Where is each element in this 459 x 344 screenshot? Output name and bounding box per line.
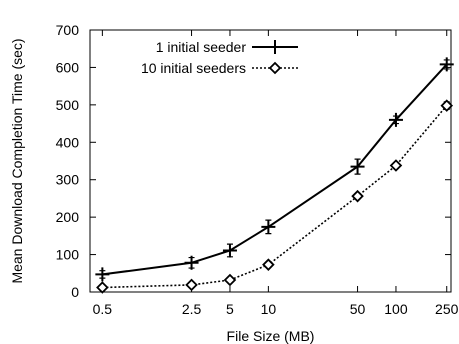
x-tick-label: 100 — [384, 301, 408, 317]
data-point — [185, 278, 198, 292]
legend-label: 10 initial seeders — [141, 60, 246, 76]
data-point — [351, 189, 364, 203]
x-tick-label: 0.5 — [93, 301, 113, 317]
data-point — [350, 159, 365, 174]
y-tick-label: 200 — [56, 209, 80, 225]
data-point — [439, 57, 454, 72]
tick-labels: 0 100 200 300 400 500 600 700 0.5 2.5 5 10 50 100 250 — [56, 22, 459, 317]
series-line — [102, 105, 448, 289]
y-tick-label: 0 — [71, 284, 79, 300]
y-tick-label: 500 — [56, 97, 80, 113]
x-tick-label: 5 — [226, 301, 234, 317]
y-tick-label: 400 — [56, 134, 80, 150]
data-point — [440, 99, 454, 112]
data-point — [262, 258, 275, 271]
data-point — [222, 243, 237, 258]
y-tick-label: 700 — [56, 22, 80, 38]
series-1 — [95, 57, 454, 282]
legend: 1 initial seeder 10 initial seeders — [141, 39, 298, 76]
data-point — [95, 267, 110, 282]
data-point — [184, 255, 199, 270]
x-tick-label: 2.5 — [182, 301, 202, 317]
y-tick-label: 300 — [56, 172, 80, 188]
y-tick-label: 100 — [56, 247, 80, 263]
data-point — [96, 281, 109, 294]
data-point — [389, 159, 403, 172]
legend-marker — [268, 61, 282, 75]
plot-frame — [89, 29, 452, 293]
series-layer — [95, 57, 454, 294]
series-2 — [96, 99, 454, 294]
x-tick-label: 50 — [350, 301, 366, 317]
x-tick-label: 250 — [435, 301, 459, 317]
legend-marker — [268, 40, 282, 54]
data-point — [388, 112, 403, 127]
x-axis-label: File Size (MB) — [227, 328, 315, 344]
x-tick-label: 10 — [261, 301, 277, 317]
data-point — [261, 219, 276, 234]
y-tick-label: 600 — [56, 59, 80, 75]
legend-label: 1 initial seeder — [156, 39, 247, 55]
data-point — [223, 273, 237, 287]
y-axis-label: Mean Download Completion Time (sec) — [9, 38, 25, 283]
